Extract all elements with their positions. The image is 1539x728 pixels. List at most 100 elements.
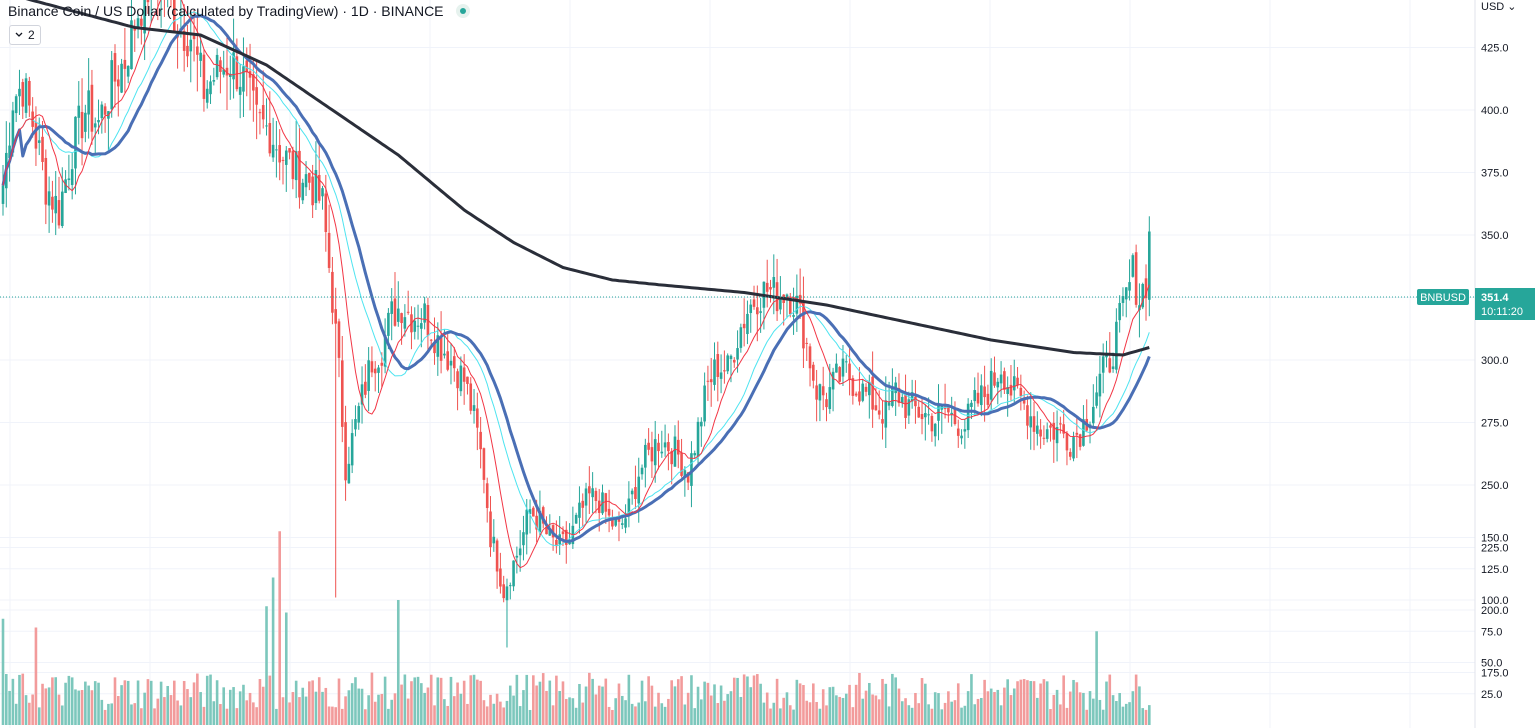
- candle-body: [354, 419, 357, 430]
- candle-body: [199, 52, 202, 61]
- candle-body: [871, 376, 874, 410]
- candle-body: [927, 414, 930, 416]
- candle-body: [996, 381, 1000, 388]
- volume-bar: [169, 695, 173, 725]
- volume-bar: [676, 679, 680, 725]
- volume-bar: [327, 706, 331, 725]
- volume-bar: [456, 682, 459, 725]
- volume-bar: [947, 691, 950, 725]
- volume-bar: [364, 709, 367, 725]
- volume-bar: [986, 691, 990, 725]
- candle-body: [693, 453, 697, 456]
- candle-body: [696, 421, 700, 457]
- candle-body: [383, 335, 387, 367]
- volume-bar: [420, 683, 423, 725]
- volume-bar: [301, 687, 305, 725]
- candle-body: [756, 307, 759, 315]
- candle-body: [393, 298, 397, 326]
- volume-bar: [80, 690, 84, 725]
- volume-bar: [252, 702, 255, 725]
- volume-bar: [54, 677, 58, 725]
- volume-bar: [469, 675, 473, 725]
- candle-body: [564, 529, 568, 545]
- volume-bar: [815, 701, 818, 725]
- candle-body: [502, 584, 505, 599]
- candle-body: [205, 88, 209, 103]
- candle-body: [1075, 432, 1079, 435]
- interval-label[interactable]: 1D: [350, 3, 369, 19]
- candle-body: [479, 431, 482, 450]
- candle-body: [532, 507, 535, 517]
- market-status-icon: [455, 4, 470, 18]
- candle-body: [499, 568, 502, 587]
- candle-body: [940, 404, 944, 410]
- candle-body: [232, 52, 235, 80]
- volume-bar: [1134, 674, 1138, 725]
- volume-bar: [34, 627, 38, 725]
- volume-bar: [284, 612, 288, 725]
- volume-bar: [729, 691, 733, 725]
- volume-bar: [8, 690, 11, 725]
- candle-body: [1065, 433, 1069, 451]
- ma-mid-light-line: [2, 11, 1150, 546]
- candle-body: [64, 179, 67, 194]
- candle-body: [222, 69, 225, 75]
- price-axis-label: 300.0: [1481, 355, 1509, 367]
- volume-bar: [558, 691, 561, 725]
- volume-bar: [116, 696, 120, 725]
- volume-bar: [670, 680, 673, 725]
- price-axis[interactable]: 425.0400.0375.0350.0325.0300.0275.0250.0…: [1481, 43, 1509, 701]
- volume-bar: [176, 700, 179, 725]
- volume-bar: [887, 706, 891, 725]
- volume-bar: [644, 701, 647, 725]
- indicators-collapse-button[interactable]: 2: [9, 25, 41, 45]
- candle-body: [555, 539, 558, 547]
- volume-bar: [462, 680, 466, 725]
- volume-bar: [564, 698, 568, 725]
- volume-bar: [14, 703, 18, 725]
- volume-bar: [1095, 631, 1098, 725]
- volume-bar: [472, 674, 476, 725]
- volume-bar: [205, 675, 209, 725]
- candle-body: [1124, 287, 1128, 300]
- candle-body: [956, 428, 960, 436]
- volume-bar: [1019, 679, 1023, 725]
- volume-bar: [726, 694, 729, 725]
- volume-bar: [1022, 679, 1026, 725]
- symbol-title[interactable]: Binance Coin / US Dollar (calculated by …: [8, 3, 339, 19]
- volume-bar: [28, 702, 31, 725]
- candle-body: [920, 414, 924, 420]
- volume-bar: [825, 705, 828, 725]
- volume-bar: [304, 696, 308, 725]
- volume-bar: [31, 694, 34, 725]
- volume-bar: [1128, 702, 1131, 725]
- candle-body: [18, 88, 21, 97]
- price-axis-label: 375.0: [1481, 168, 1509, 180]
- bar-countdown-label: 10:11:20: [1481, 306, 1523, 318]
- volume-bar: [953, 700, 957, 725]
- volume-bar: [156, 698, 160, 725]
- candle-body: [28, 80, 31, 106]
- volume-bar: [44, 688, 48, 725]
- candle-body: [1042, 437, 1046, 439]
- currency-selector[interactable]: USD ⌄: [1481, 0, 1517, 13]
- volume-bar: [505, 700, 509, 725]
- candle-body: [611, 519, 614, 527]
- volume-bar: [93, 681, 97, 725]
- candle-body: [805, 342, 809, 344]
- volume-bar: [719, 685, 723, 725]
- volume-bar: [123, 680, 127, 725]
- volume-bar: [186, 689, 189, 725]
- candle-body: [77, 105, 81, 118]
- candle-body: [1029, 416, 1033, 428]
- candle-body: [21, 82, 25, 107]
- volume-bar: [723, 700, 726, 725]
- candle-body: [538, 510, 542, 533]
- candle-body: [469, 383, 473, 411]
- currency-label: USD: [1481, 1, 1505, 13]
- candle-body: [522, 532, 525, 546]
- volume-bar: [920, 678, 924, 725]
- candle-body: [304, 174, 308, 188]
- candle-body: [350, 433, 354, 466]
